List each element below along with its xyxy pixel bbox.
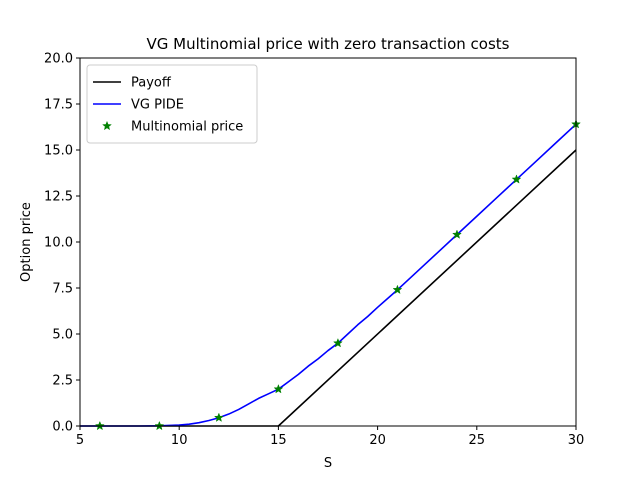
y-axis: 0.0 2.5 5.0 7.5 10.0 12.5 15.0 17.5 20.0 xyxy=(44,52,80,435)
data-point-multinomial-price xyxy=(392,284,403,295)
legend-label-multinomial-price: Multinomial price xyxy=(131,120,243,135)
y-tick-label: 7.5 xyxy=(52,282,73,297)
x-axis: 5 10 15 20 25 30 xyxy=(76,426,584,448)
y-tick-label: 0.0 xyxy=(52,420,73,435)
data-point-multinomial-price xyxy=(273,383,284,394)
x-tick-label: 5 xyxy=(76,433,84,448)
x-tick-label: 30 xyxy=(568,433,585,448)
x-tick-label: 15 xyxy=(270,433,287,448)
data-point-multinomial-price xyxy=(511,174,522,184)
series-line-payoff xyxy=(80,149,577,427)
y-tick-label: 10.0 xyxy=(44,236,73,251)
data-point-multinomial-price xyxy=(213,412,224,422)
y-tick-label: 20.0 xyxy=(44,52,73,67)
x-tick-label: 25 xyxy=(469,433,486,448)
y-tick-label: 15.0 xyxy=(44,144,73,159)
legend-label-payoff: Payoff xyxy=(131,76,172,91)
legend-marker-multinomial-price xyxy=(102,120,112,131)
y-tick-label: 12.5 xyxy=(44,190,73,205)
legend-box xyxy=(86,64,258,144)
plot-series xyxy=(80,119,581,431)
x-tick-label: 10 xyxy=(171,433,188,448)
x-tick-label: 20 xyxy=(369,433,386,448)
chart-title: VG Multinomial price with zero transacti… xyxy=(147,35,510,53)
y-tick-label: 2.5 xyxy=(52,374,73,389)
y-axis-label: Option price xyxy=(19,202,34,282)
y-tick-label: 17.5 xyxy=(44,98,73,113)
x-axis-label: S xyxy=(324,456,332,471)
y-tick-label: 5.0 xyxy=(52,328,73,343)
legend: Payoff VG PIDE Multinomial price xyxy=(86,64,258,144)
data-point-multinomial-price xyxy=(452,229,462,239)
data-point-multinomial-price xyxy=(332,337,343,348)
series-line-vg-pide xyxy=(80,123,577,427)
legend-label-vg-pide: VG PIDE xyxy=(131,98,184,113)
